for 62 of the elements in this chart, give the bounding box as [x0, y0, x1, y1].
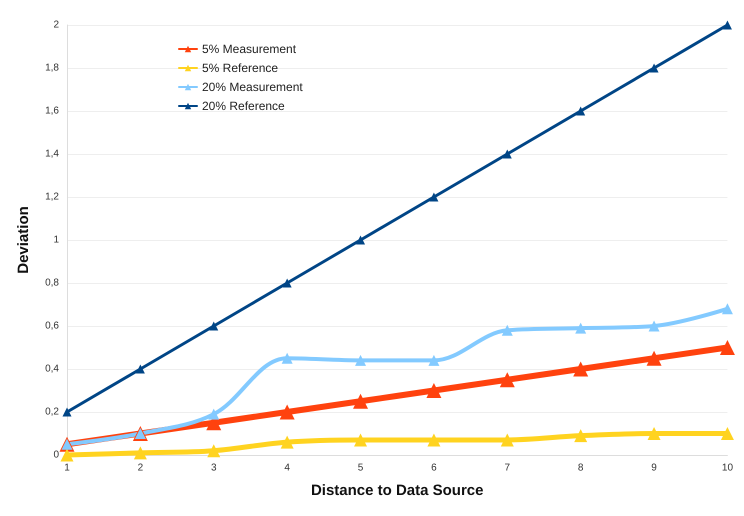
point: [650, 64, 659, 72]
point: [282, 352, 293, 364]
point: [353, 394, 368, 409]
x-tick-label: 4: [284, 462, 290, 474]
point: [280, 404, 295, 420]
x-tick-label: 9: [651, 462, 658, 474]
point: [356, 236, 366, 244]
point: [355, 354, 366, 366]
point: [575, 322, 586, 334]
x-tick-label: 10: [722, 462, 734, 474]
y-tick-label: 0,4: [45, 364, 60, 374]
point: [60, 448, 74, 462]
point: [502, 150, 512, 158]
point: [648, 427, 661, 440]
x-tick-label: 6: [431, 462, 438, 474]
point: [280, 436, 294, 449]
point: [500, 372, 515, 388]
point: [722, 20, 732, 30]
point: [573, 362, 588, 376]
point: [428, 354, 440, 366]
legend-label: 5% Reference: [202, 61, 278, 75]
point: [426, 383, 442, 398]
point: [722, 303, 733, 314]
y-axis-title: Deviation: [15, 206, 32, 274]
point: [574, 429, 588, 442]
y-tick-label: 0,6: [45, 320, 60, 332]
point: [720, 427, 734, 440]
point: [429, 192, 438, 202]
x-axis-title: Distance to Data Source: [310, 482, 484, 499]
point: [208, 408, 220, 420]
x-tick-label: 7: [504, 462, 511, 474]
legend-label: 5% Measurement: [202, 42, 297, 56]
point: [427, 433, 440, 446]
x-tick-label: 1: [64, 462, 70, 474]
point: [136, 364, 145, 374]
y-tick-label: 2: [53, 20, 60, 30]
x-tick-label: 3: [210, 462, 217, 474]
y-tick-label: 1,4: [45, 148, 60, 160]
point: [282, 278, 292, 288]
point: [354, 433, 368, 446]
y-tick-label: 0,8: [45, 278, 60, 288]
point: [502, 324, 513, 336]
y-tick-label: 1: [53, 234, 60, 246]
y-tick-label: 0: [53, 450, 60, 460]
x-tick-label: 2: [138, 462, 144, 474]
point: [209, 322, 218, 330]
point: [646, 350, 662, 366]
point: [648, 320, 660, 332]
y-tick-label: 1,8: [45, 62, 60, 74]
point: [720, 340, 735, 355]
x-tick-label: 8: [578, 462, 584, 474]
point: [576, 106, 586, 116]
y-tick-label: 1,2: [45, 192, 60, 202]
point: [134, 446, 147, 460]
y-tick-label: 0,2: [45, 406, 60, 418]
point: [62, 408, 72, 416]
point: [207, 444, 220, 458]
legend-label: 20% Measurement: [202, 80, 304, 94]
legend-label: 20% Reference: [202, 99, 286, 113]
x-tick-label: 5: [358, 462, 364, 474]
y-tick-label: 1,6: [45, 106, 60, 116]
point: [500, 433, 514, 446]
